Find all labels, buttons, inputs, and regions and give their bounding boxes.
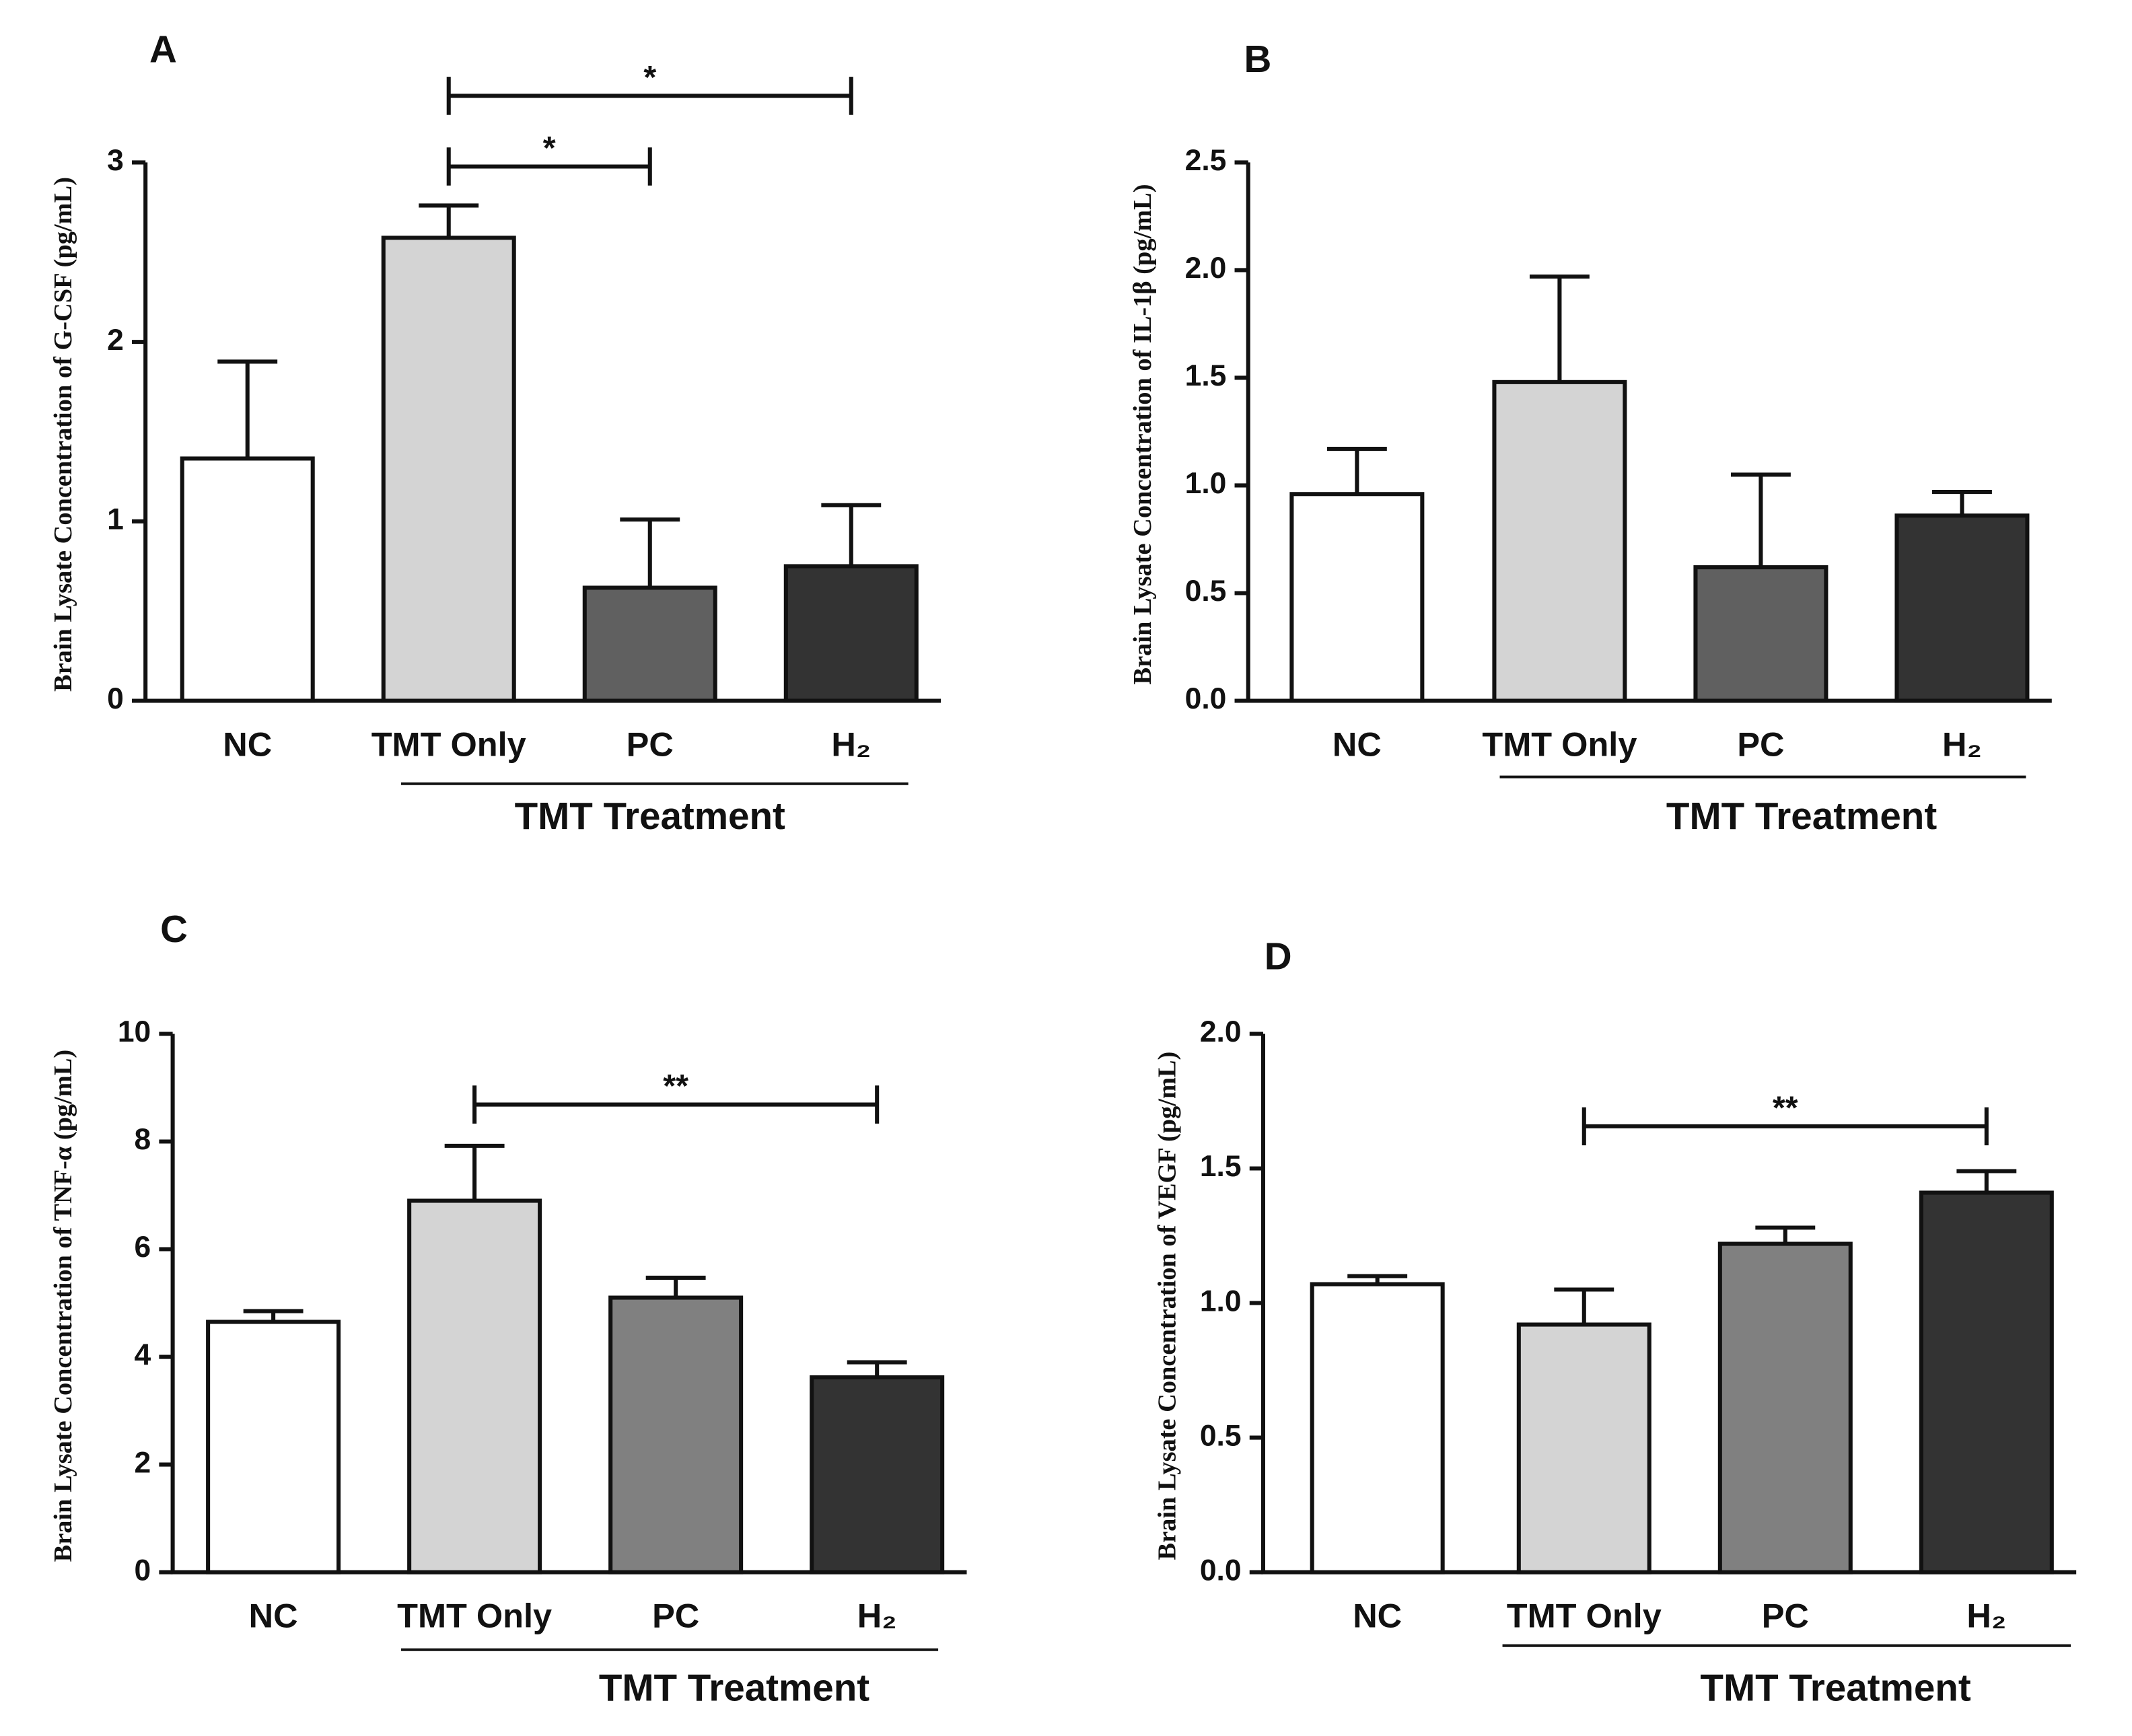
bar [1919, 1190, 2054, 1575]
significance-label: ** [1773, 1089, 1798, 1126]
group-label: TMT Treatment [1666, 795, 1937, 837]
x-tick-label: H₂ [1942, 725, 1982, 764]
significance-label: ** [663, 1068, 688, 1104]
y-tick-label: 2 [107, 324, 124, 357]
y-tick-label: 0.0 [1200, 1554, 1242, 1587]
y-tick-label: 0.0 [1185, 682, 1227, 715]
panel-letter: B [1244, 38, 1271, 80]
y-tick-label: 1 [107, 503, 124, 536]
x-tick-label: TMT Only [397, 1597, 552, 1635]
bar [608, 1295, 744, 1575]
significance-label: * [543, 130, 556, 166]
x-tick-label: PC [627, 725, 674, 764]
bar [407, 1198, 542, 1575]
y-tick-label: 1.5 [1185, 359, 1227, 392]
y-axis-label: Brain Lysate Concentration of VEGF (pg/m… [1153, 1052, 1181, 1560]
significance-bracket [446, 77, 853, 115]
bar [810, 1375, 945, 1575]
y-tick-label: 4 [135, 1338, 151, 1371]
bar [1516, 1322, 1651, 1575]
group-label: TMT Treatment [515, 795, 785, 837]
y-tick-label: 2 [135, 1446, 151, 1479]
y-tick-label: 0.5 [1200, 1419, 1242, 1452]
significance-bracket [446, 147, 652, 186]
y-tick-label: 1.5 [1200, 1150, 1242, 1183]
x-tick-label: NC [223, 725, 272, 764]
x-tick-label: H₂ [1966, 1597, 2006, 1635]
y-tick-label: 6 [135, 1231, 151, 1264]
significance-bracket [472, 1085, 880, 1124]
y-axis-label: Brain Lysate Concentration of G-CSF (pg/… [49, 177, 77, 692]
panel-letter: C [160, 908, 188, 950]
x-tick-label: H₂ [857, 1597, 897, 1635]
y-tick-label: 2.5 [1185, 144, 1227, 177]
y-tick-label: 10 [118, 1015, 151, 1048]
x-tick-label: TMT Only [1507, 1597, 1662, 1635]
group-label: TMT Treatment [599, 1666, 869, 1708]
y-tick-label: 0 [107, 682, 124, 715]
bar [1310, 1282, 1445, 1575]
x-tick-label: PC [1737, 725, 1784, 764]
y-tick-label: 8 [135, 1123, 151, 1156]
y-tick-label: 0 [135, 1554, 151, 1587]
y-tick-label: 2.0 [1185, 252, 1227, 285]
bar [1693, 565, 1828, 703]
bar [582, 585, 717, 703]
x-tick-label: H₂ [831, 725, 871, 764]
x-tick-label: TMT Only [1482, 725, 1637, 764]
significance-label: * [643, 59, 656, 96]
bar [180, 456, 315, 703]
bar [1717, 1241, 1853, 1575]
bar [1894, 513, 2030, 703]
y-tick-label: 1.0 [1185, 467, 1227, 500]
y-tick-label: 1.0 [1200, 1285, 1242, 1317]
bar [381, 236, 516, 703]
x-tick-label: PC [652, 1597, 699, 1635]
panel-letter: A [149, 28, 177, 71]
y-tick-label: 3 [107, 144, 124, 177]
y-tick-label: 2.0 [1200, 1015, 1242, 1048]
x-tick-label: NC [1332, 725, 1382, 764]
y-axis-label: Brain Lysate Concentration of IL-1β (pg/… [1129, 184, 1157, 684]
bar [1289, 492, 1425, 703]
x-tick-label: TMT Only [371, 725, 526, 764]
group-label: TMT Treatment [1700, 1666, 1970, 1708]
y-tick-label: 0.5 [1185, 575, 1227, 608]
y-axis-label: Brain Lysate Concentration of TNF-α (pg/… [49, 1050, 77, 1562]
x-tick-label: PC [1762, 1597, 1809, 1635]
bar [1492, 379, 1627, 703]
panel-letter: D [1265, 935, 1292, 977]
bar [206, 1319, 341, 1575]
x-tick-label: NC [1353, 1597, 1402, 1635]
bar [783, 564, 919, 703]
significance-bracket [1582, 1107, 1989, 1146]
x-tick-label: NC [249, 1597, 298, 1635]
